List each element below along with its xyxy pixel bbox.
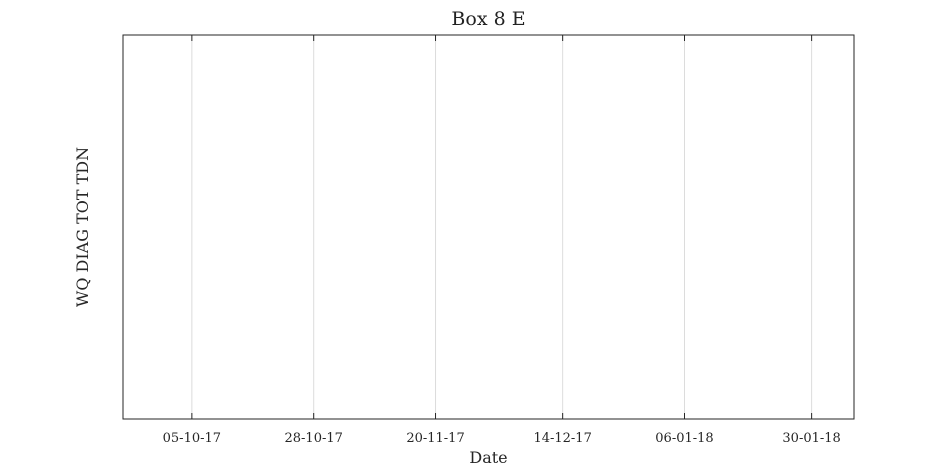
chart-title: Box 8 E: [451, 8, 525, 30]
x-tick-label: 20-11-17: [406, 431, 464, 446]
plot-frame: [122, 34, 855, 420]
ticks: 05-10-17 28-10-17 20-11-17 14-12-17 06-01-18…: [123, 35, 854, 446]
grid: [123, 35, 854, 420]
x-axis-label: Date: [469, 448, 507, 467]
x-tick-label: 30-01-18: [782, 431, 840, 446]
y-axis-label: WQ DIAG TOT TDN: [73, 147, 92, 307]
x-tick-label: 14-12-17: [533, 431, 591, 446]
x-tick-label: 05-10-17: [163, 431, 221, 446]
x-tick-label: 28-10-17: [284, 431, 342, 446]
x-tick-label: 06-01-18: [655, 431, 713, 446]
